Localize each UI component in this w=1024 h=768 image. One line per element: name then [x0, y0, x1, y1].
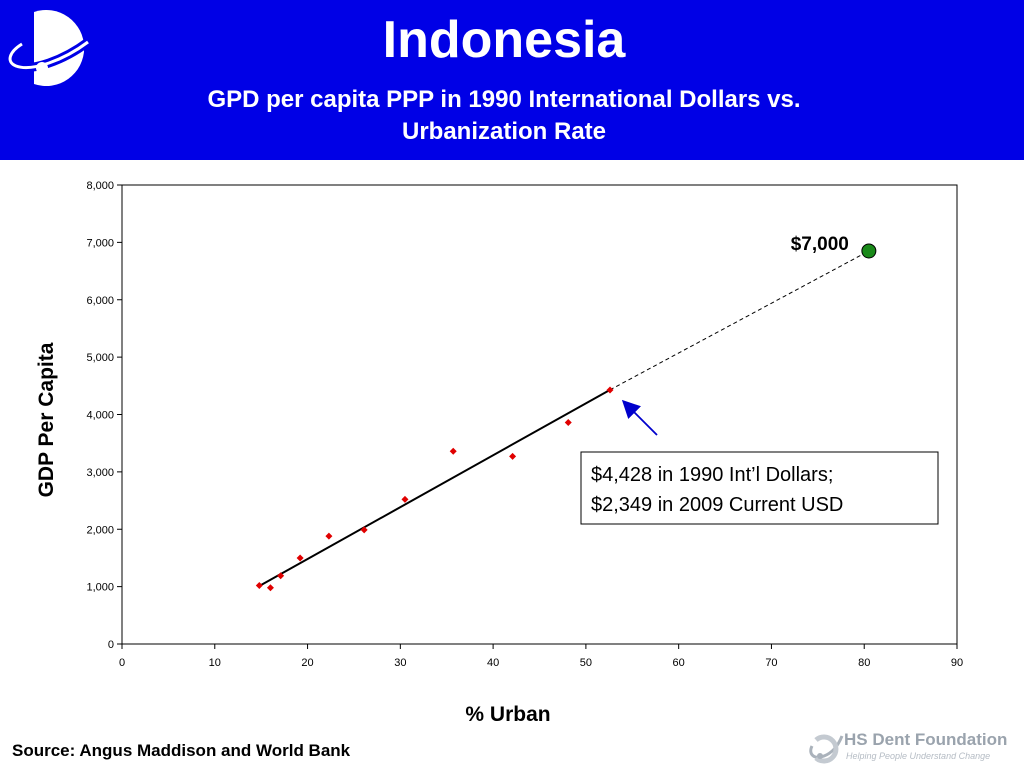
data-point	[360, 526, 368, 534]
x-axis-label: % Urban	[465, 703, 550, 726]
x-tick-label: 40	[487, 657, 499, 669]
data-point	[296, 554, 304, 562]
y-tick-label: 8,000	[86, 180, 114, 192]
data-point	[255, 581, 263, 589]
page-subtitle-line-2: Urbanization Rate	[401, 118, 607, 145]
source-note: Source: Angus Maddison and World Bank	[12, 741, 351, 760]
x-tick-label: 10	[209, 657, 221, 669]
annotation-line-2: $2,349 in 2009 Current USD	[591, 494, 843, 516]
data-point	[509, 452, 517, 460]
x-tick-label: 70	[765, 657, 777, 669]
hs-dent-swoosh-logo-icon	[809, 734, 844, 764]
title-banner: Indonesia GPD per capita PPP in 1990 Int…	[0, 0, 1024, 160]
y-tick-label: 7,000	[86, 237, 114, 249]
data-point	[401, 495, 409, 503]
x-tick-label: 20	[301, 657, 313, 669]
data-point	[564, 419, 572, 427]
data-points	[255, 386, 614, 592]
data-point	[449, 447, 457, 455]
annotation-line-1: $4,428 in 1990 Int’l Dollars;	[591, 464, 833, 486]
annotation-box	[580, 451, 939, 525]
brand-name: HS Dent Foundation	[844, 730, 1008, 749]
x-tick-label: 90	[951, 657, 963, 669]
target-point	[861, 243, 877, 259]
trend-line	[258, 388, 611, 587]
y-tick-label: 2,000	[86, 524, 114, 536]
x-axis-ticks: 0 10 20 30 40 50 60 70 80 90	[119, 644, 963, 669]
page-title: Indonesia	[382, 11, 626, 69]
y-tick-label: 6,000	[86, 295, 114, 307]
y-tick-label: 0	[108, 639, 114, 651]
data-point	[325, 532, 333, 540]
x-tick-label: 50	[580, 657, 592, 669]
scatter-chart: 0 1,000 2,000 3,000 4,000 5,000 6,000 7,000 8,00…	[35, 180, 963, 726]
x-tick-label: 60	[673, 657, 685, 669]
target-point-group: $7,000	[791, 234, 877, 259]
x-tick-label: 0	[119, 657, 125, 669]
y-tick-label: 1,000	[86, 582, 114, 594]
data-point	[606, 386, 614, 394]
ring-swoosh-logo-icon	[5, 10, 91, 87]
y-axis-ticks: 0 1,000 2,000 3,000 4,000 5,000 6,000 7,000 8,00…	[86, 180, 122, 651]
y-axis-label: GDP Per Capita	[35, 342, 58, 497]
page-subtitle-line-1: GPD per capita PPP in 1990 International…	[207, 86, 801, 113]
target-point-label: $7,000	[791, 234, 849, 255]
data-point	[277, 572, 285, 580]
trend-lines	[258, 250, 870, 587]
plot-area	[121, 184, 958, 645]
data-point	[266, 584, 274, 592]
annotation-arrow	[621, 399, 658, 436]
x-tick-label: 80	[858, 657, 870, 669]
brand-logo: HS Dent Foundation Helping People Unders…	[806, 726, 1016, 766]
y-tick-label: 4,000	[86, 410, 114, 422]
x-tick-label: 30	[394, 657, 406, 669]
y-tick-label: 3,000	[86, 467, 114, 479]
brand-tagline: Helping People Understand Change	[846, 751, 991, 761]
y-tick-label: 5,000	[86, 352, 114, 364]
